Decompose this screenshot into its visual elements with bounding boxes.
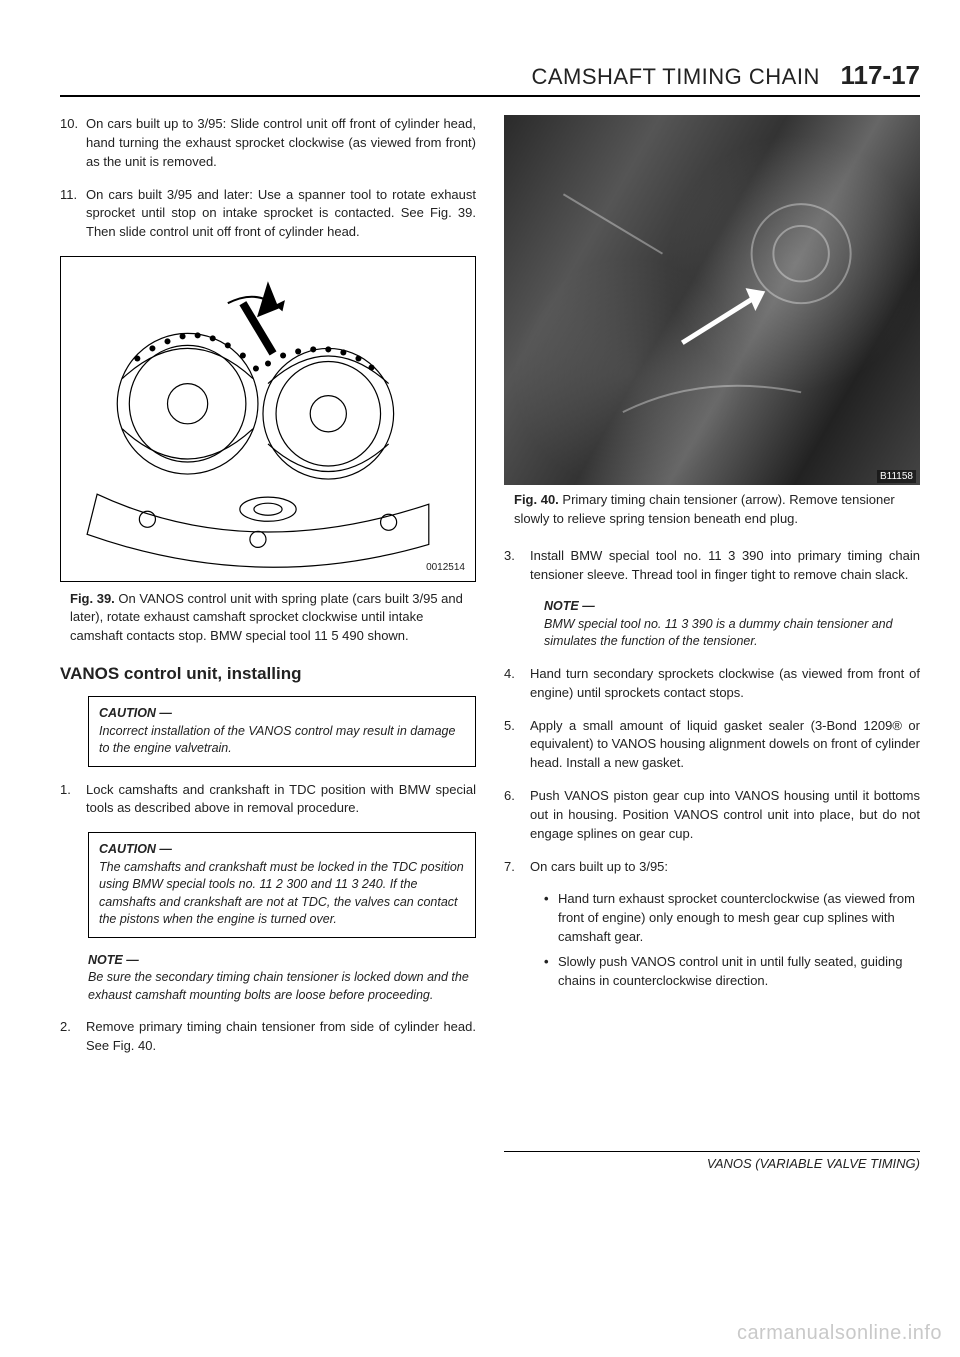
photo-id: B11158 [877, 470, 916, 483]
install-steps-right: 3. Install BMW special tool no. 11 3 390… [504, 547, 920, 585]
left-column: 10. On cars built up to 3/95: Slide cont… [60, 115, 476, 1171]
install-step-7: 7. On cars built up to 3/95: [504, 858, 920, 877]
section-title: CAMSHAFT TIMING CHAIN [531, 64, 826, 89]
install-step-2: 2. Remove primary timing chain tensioner… [60, 1018, 476, 1056]
step-10: 10. On cars built up to 3/95: Slide cont… [60, 115, 476, 172]
bullet-7b: Slowly push VANOS control unit in until … [544, 953, 920, 991]
watermark: carmanualsonline.info [737, 1322, 942, 1345]
step-11: 11. On cars built 3/95 and later: Use a … [60, 186, 476, 243]
note-block-1: NOTE — Be sure the secondary timing chai… [88, 952, 476, 1005]
page-header: CAMSHAFT TIMING CHAIN 117-17 [60, 60, 920, 97]
caution-box-2: CAUTION — The camshafts and crankshaft m… [88, 832, 476, 938]
install-step-2-list: 2. Remove primary timing chain tensioner… [60, 1018, 476, 1056]
figure-39-box: 0012514 [60, 256, 476, 582]
manual-page: CAMSHAFT TIMING CHAIN 117-17 10. On cars… [0, 0, 960, 1211]
note-block-2: NOTE — BMW special tool no. 11 3 390 is … [544, 598, 920, 651]
step-7-bullets: Hand turn exhaust sprocket counterclockw… [544, 890, 920, 990]
install-heading: VANOS control unit, installing [60, 664, 476, 684]
install-step-4: 4. Hand turn secondary sprockets clockwi… [504, 665, 920, 703]
figure-id: 0012514 [426, 562, 465, 573]
install-steps-left: 1. Lock camshafts and crankshaft in TDC … [60, 781, 476, 819]
figure-39-caption: Fig. 39. On VANOS control unit with spri… [60, 590, 476, 647]
footer-section: VANOS (VARIABLE VALVE TIMING) [504, 1151, 920, 1171]
bullet-7a: Hand turn exhaust sprocket counterclockw… [544, 890, 920, 947]
two-column-layout: 10. On cars built up to 3/95: Slide cont… [60, 115, 920, 1171]
caution-box-1: CAUTION — Incorrect installation of the … [88, 696, 476, 767]
install-step-5: 5. Apply a small amount of liquid gasket… [504, 717, 920, 774]
figure-40-caption: Fig. 40. Primary timing chain tensioner … [504, 491, 920, 529]
install-step-6: 6. Push VANOS piston gear cup into VANOS… [504, 787, 920, 844]
install-step-3: 3. Install BMW special tool no. 11 3 390… [504, 547, 920, 585]
figure-40-photo: B11158 [504, 115, 920, 485]
install-step-1: 1. Lock camshafts and crankshaft in TDC … [60, 781, 476, 819]
page-number: 117-17 [840, 60, 920, 90]
removal-steps-continued: 10. On cars built up to 3/95: Slide cont… [60, 115, 476, 242]
photo-overlay [504, 115, 920, 481]
right-column: B11158 Fig. 40. Primary timing chain ten… [504, 115, 920, 1171]
install-steps-4-7: 4. Hand turn secondary sprockets clockwi… [504, 665, 920, 877]
figure-39-illustration [67, 263, 469, 575]
